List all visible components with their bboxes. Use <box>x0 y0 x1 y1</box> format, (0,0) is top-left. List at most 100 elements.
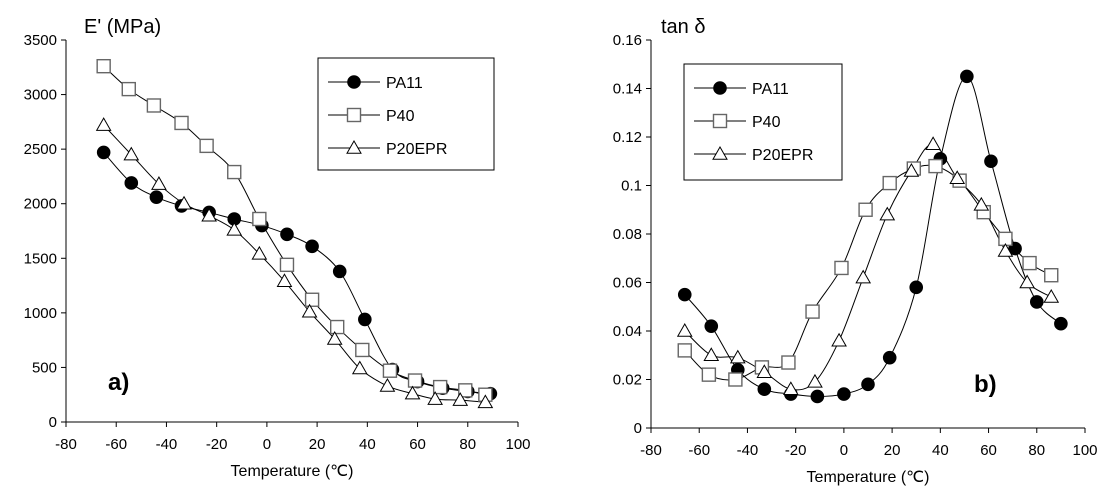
legend-label: P40 <box>386 108 415 125</box>
x-tick-label: -80 <box>640 442 662 459</box>
data-point-p20epr <box>251 245 268 260</box>
x-tick-label: 0 <box>263 436 271 453</box>
x-tick-label: -40 <box>737 442 759 459</box>
x-tick-label: -40 <box>156 436 178 453</box>
x-tick-label: -80 <box>55 436 77 453</box>
legend-marker-p40 <box>346 107 362 123</box>
y-tick-label: 3000 <box>24 87 57 104</box>
data-point-p20epr <box>379 377 396 392</box>
data-point-p40 <box>677 343 692 358</box>
y-tick-label: 0.1 <box>621 178 642 195</box>
x-tick-label: 40 <box>932 442 949 459</box>
data-point-p20epr <box>925 136 941 151</box>
data-point-p20epr <box>95 117 112 131</box>
data-point-p20epr <box>1043 289 1060 303</box>
data-point-pa11 <box>280 227 294 242</box>
legend: PA11 P40 P20EPR <box>317 57 495 171</box>
x-tick-label: 20 <box>309 436 326 453</box>
data-point-p40 <box>279 257 295 273</box>
x-tick-label: 100 <box>1072 442 1097 459</box>
data-point-p20epr <box>879 206 896 221</box>
data-point-p40 <box>928 158 943 174</box>
x-tick-label: -20 <box>206 436 228 453</box>
y-tick-label: 0 <box>49 414 57 431</box>
data-point-pa11 <box>810 389 825 404</box>
y-tick-label: 500 <box>32 359 57 376</box>
y-tick-label: 1500 <box>24 250 57 267</box>
x-tick-label: -20 <box>785 442 807 459</box>
y-tick-label: 1000 <box>24 305 57 322</box>
data-point-p40 <box>227 164 242 180</box>
x-tick-label: 60 <box>409 436 426 453</box>
data-point-p40 <box>96 58 111 74</box>
x-axis-title: Temperature (℃) <box>231 463 354 480</box>
x-tick-label: 80 <box>1028 442 1045 459</box>
x-tick-label: 60 <box>980 442 997 459</box>
data-point-pa11 <box>704 319 719 333</box>
series-line-pa11 <box>103 152 491 395</box>
data-point-p40 <box>121 81 136 97</box>
y-tick-label: 0.16 <box>613 32 642 49</box>
data-point-p20epr <box>477 394 494 409</box>
data-point-p40 <box>252 211 267 227</box>
x-tick-label: 0 <box>840 442 848 459</box>
panel-label: a) <box>108 369 129 396</box>
data-point-p20epr <box>949 170 966 184</box>
data-point-p20epr <box>756 364 773 378</box>
data-point-p20epr <box>1019 274 1035 289</box>
legend-label: PA11 <box>386 75 423 92</box>
data-point-p40 <box>382 363 398 378</box>
data-point-pa11 <box>149 190 164 204</box>
data-point-pa11 <box>984 154 998 169</box>
data-point-p40 <box>355 342 370 358</box>
y-tick-label: 2000 <box>24 196 57 213</box>
data-point-p20epr <box>301 303 318 318</box>
series-line-p20epr <box>103 124 486 403</box>
data-point-p40 <box>701 367 717 382</box>
data-point-pa11 <box>677 287 692 302</box>
legend-marker-p20epr <box>712 145 728 160</box>
data-point-p40 <box>834 260 849 276</box>
data-point-p40 <box>304 292 320 307</box>
data-point-p40 <box>728 372 743 387</box>
y-axis-title: E' (MPa) <box>84 16 161 38</box>
legend-label: P20EPR <box>752 147 813 164</box>
data-point-p20epr <box>855 269 872 284</box>
y-tick-label: 0.06 <box>613 275 642 292</box>
data-point-pa11 <box>861 377 875 392</box>
y-axis-title: tan δ <box>661 16 706 38</box>
data-point-p20epr <box>151 176 167 190</box>
data-point-p20epr <box>782 381 799 395</box>
data-point-pa11 <box>960 69 974 84</box>
x-tick-label: 40 <box>359 436 376 453</box>
data-point-p20epr <box>226 221 243 236</box>
data-point-p20epr <box>703 347 720 361</box>
data-point-pa11 <box>1054 316 1068 331</box>
legend-label: P40 <box>752 114 781 131</box>
data-point-p20epr <box>326 331 343 345</box>
x-tick-label: -60 <box>688 442 710 459</box>
x-tick-label: 80 <box>459 436 476 453</box>
y-tick-label: 0.02 <box>613 372 642 389</box>
legend-box <box>683 63 843 181</box>
y-tick-label: 0.14 <box>613 81 642 98</box>
data-point-pa11 <box>909 280 924 295</box>
series-line-p40 <box>103 65 486 396</box>
x-tick-label: 20 <box>884 442 901 459</box>
legend-marker-pa11 <box>713 81 727 95</box>
data-point-pa11 <box>1029 295 1044 309</box>
data-point-p40 <box>432 379 448 395</box>
data-point-pa11 <box>332 264 347 279</box>
x-axis-title: Temperature (℃) <box>807 469 930 486</box>
data-point-p40 <box>407 373 423 388</box>
chart-panel-b: 0 0.02 0.04 0.06 0.08 0.1 0.12 0.14 0.16 -80 -60 -4… <box>613 16 1098 486</box>
data-point-p40 <box>146 98 162 113</box>
series-line-p40 <box>684 164 1052 381</box>
legend-marker-p20epr <box>346 139 362 154</box>
y-tick-label: 0.08 <box>613 226 642 243</box>
y-tick-label: 2500 <box>24 141 57 158</box>
data-point-p20epr <box>729 349 746 364</box>
x-tick-label: -60 <box>105 436 127 453</box>
